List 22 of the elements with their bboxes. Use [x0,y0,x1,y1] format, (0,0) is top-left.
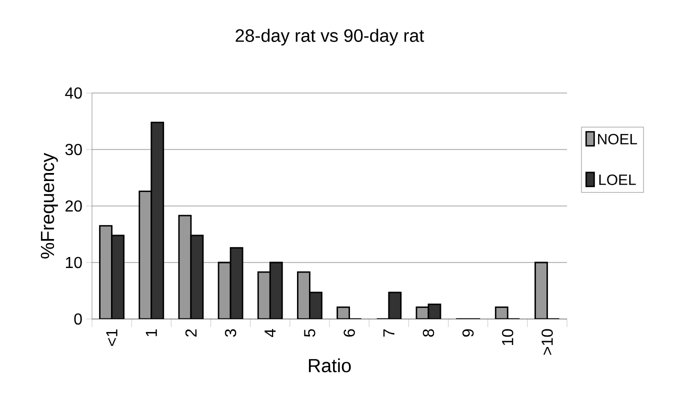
y-tick-label: 40 [65,87,82,99]
x-tick-label: 7 [383,329,394,337]
x-tick-label: >10 [542,329,553,355]
y-tick-label: 30 [65,144,82,156]
y-tick-label: 10 [66,256,82,268]
x-tick-label: 3 [224,329,236,337]
x-tick-label: 5 [304,329,316,337]
legend-label: LOEL [599,174,636,186]
x-tick-label: 8 [422,329,434,337]
y-tick-label: 20 [66,200,82,212]
x-tick-label: 9 [462,329,474,337]
x-tick-label: <1 [106,329,118,346]
x-tick-label: 10 [502,329,514,346]
chart-title: 28-day rat vs 90-day rat [236,28,424,46]
y-tick-label: 0 [74,313,82,325]
x-tick-label: 2 [185,329,197,337]
x-tick-label: 1 [146,329,157,336]
legend-label: NOEL [598,134,638,144]
x-axis-title: Ratio [308,358,351,372]
y-axis-title: %Frequency [40,152,58,258]
x-tick-label: 4 [264,329,276,338]
x-tick-label: 6 [344,329,355,337]
